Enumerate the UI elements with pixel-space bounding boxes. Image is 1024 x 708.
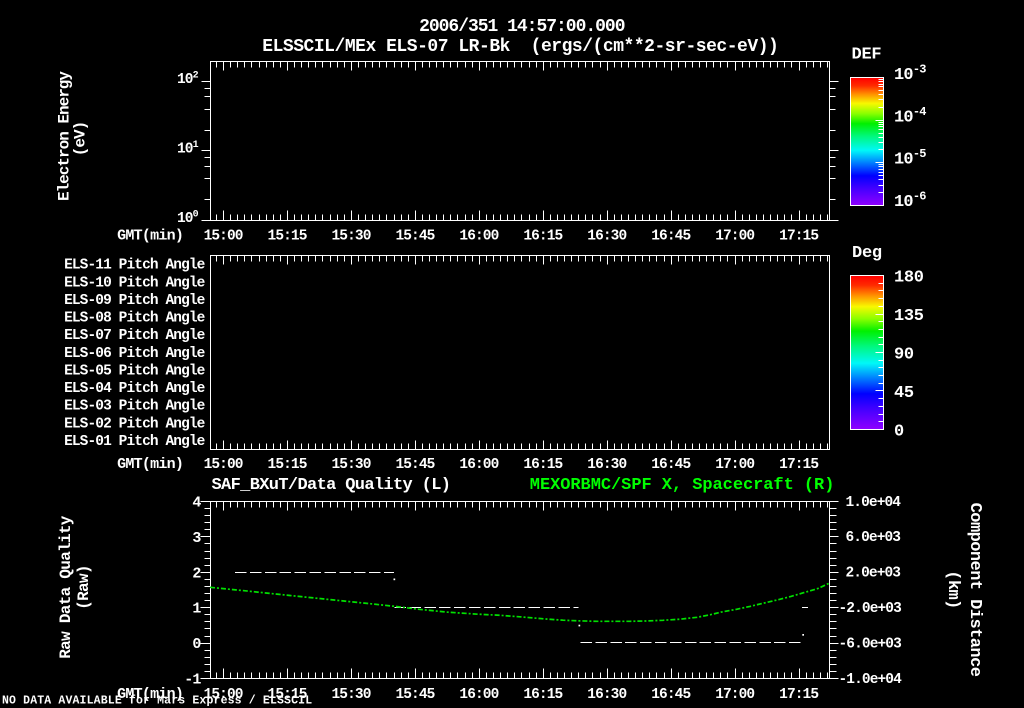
svg-text:Component Distance: Component Distance xyxy=(965,503,984,677)
svg-text:16:15: 16:15 xyxy=(523,457,562,473)
svg-text:SAF_BXuT/Data Quality (L): SAF_BXuT/Data Quality (L) xyxy=(212,476,451,495)
svg-text:15:45: 15:45 xyxy=(395,457,434,473)
svg-text:ELS-03 Pitch Angle: ELS-03 Pitch Angle xyxy=(64,399,205,415)
svg-text:ELS-09 Pitch Angle: ELS-09 Pitch Angle xyxy=(64,293,205,309)
svg-text:17:00: 17:00 xyxy=(715,457,754,473)
svg-text:16:00: 16:00 xyxy=(459,229,498,245)
svg-text:16:15: 16:15 xyxy=(523,229,562,245)
svg-text:(Raw): (Raw) xyxy=(75,565,93,610)
svg-text:16:30: 16:30 xyxy=(587,229,626,245)
svg-text:15:30: 15:30 xyxy=(331,687,370,703)
svg-text:ELS-08 Pitch Angle: ELS-08 Pitch Angle xyxy=(64,311,205,327)
svg-text:17:00: 17:00 xyxy=(715,229,754,245)
svg-text:ELS-11 Pitch Angle: ELS-11 Pitch Angle xyxy=(64,258,205,274)
svg-text:ELS-04 Pitch Angle: ELS-04 Pitch Angle xyxy=(64,381,205,397)
svg-text:-6.0e+03: -6.0e+03 xyxy=(839,636,902,652)
svg-text:15:00: 15:00 xyxy=(204,457,243,473)
svg-text:16:00: 16:00 xyxy=(459,457,498,473)
svg-text:-2.0e+03: -2.0e+03 xyxy=(839,601,902,617)
svg-text:16:00: 16:00 xyxy=(459,687,498,703)
svg-text:-1.0e+04: -1.0e+04 xyxy=(839,672,903,688)
svg-text:16:45: 16:45 xyxy=(651,687,690,703)
svg-text:6.0e+03: 6.0e+03 xyxy=(846,530,901,546)
svg-text:DEF: DEF xyxy=(852,46,882,65)
svg-text:Deg: Deg xyxy=(852,244,882,263)
svg-text:15:30: 15:30 xyxy=(331,457,370,473)
svg-text:1.0e+04: 1.0e+04 xyxy=(846,495,902,511)
svg-text:GMT(min): GMT(min) xyxy=(117,228,183,245)
svg-text:ELSSCIL/MEx ELS-07 LR-Bk (erg: ELSSCIL/MEx ELS-07 LR-Bk (ergs/(cm**2-sr… xyxy=(262,37,778,57)
svg-text:17:00: 17:00 xyxy=(715,687,754,703)
svg-text:ELS-01 Pitch Angle: ELS-01 Pitch Angle xyxy=(64,434,205,450)
svg-text:17:15: 17:15 xyxy=(779,229,818,245)
svg-text:15:15: 15:15 xyxy=(268,687,307,703)
svg-text:GMT(min): GMT(min) xyxy=(117,456,183,473)
svg-text:2006/351 14:57:00.000: 2006/351 14:57:00.000 xyxy=(419,17,625,37)
svg-text:(eV): (eV) xyxy=(72,122,90,156)
svg-text:ELS-02 Pitch Angle: ELS-02 Pitch Angle xyxy=(64,416,205,432)
svg-text:16:45: 16:45 xyxy=(651,229,690,245)
svg-text:135: 135 xyxy=(894,307,924,326)
svg-text:Raw Data Quality: Raw Data Quality xyxy=(57,515,75,659)
svg-text:15:00: 15:00 xyxy=(204,229,243,245)
svg-text:2: 2 xyxy=(192,565,201,582)
svg-text:16:15: 16:15 xyxy=(523,687,562,703)
svg-text:GMT(min): GMT(min) xyxy=(117,686,183,703)
svg-text:17:15: 17:15 xyxy=(779,687,818,703)
svg-text:180: 180 xyxy=(894,268,924,287)
svg-text:15:45: 15:45 xyxy=(395,687,434,703)
svg-text:45: 45 xyxy=(894,384,914,403)
svg-text:16:45: 16:45 xyxy=(651,457,690,473)
svg-text:16:30: 16:30 xyxy=(587,687,626,703)
svg-text:-1: -1 xyxy=(184,672,201,689)
svg-text:17:15: 17:15 xyxy=(779,457,818,473)
svg-text:15:15: 15:15 xyxy=(268,229,307,245)
svg-text:ELS-06 Pitch Angle: ELS-06 Pitch Angle xyxy=(64,346,205,362)
svg-text:4: 4 xyxy=(192,495,201,512)
svg-text:MEXORBMC/SPF X, Spacecraft (R): MEXORBMC/SPF X, Spacecraft (R) xyxy=(530,476,835,495)
svg-text:15:00: 15:00 xyxy=(204,687,243,703)
svg-text:0: 0 xyxy=(192,636,201,653)
svg-text:16:30: 16:30 xyxy=(587,457,626,473)
svg-text:1: 1 xyxy=(192,601,201,618)
svg-text:ELS-07 Pitch Angle: ELS-07 Pitch Angle xyxy=(64,328,205,344)
svg-text:2.0e+03: 2.0e+03 xyxy=(846,566,901,582)
svg-text:15:45: 15:45 xyxy=(395,229,434,245)
svg-text:NO DATA AVAILABLE for Mars Exp: NO DATA AVAILABLE for Mars Express / ELS… xyxy=(2,695,312,708)
svg-text:(km): (km) xyxy=(943,570,962,609)
svg-text:15:15: 15:15 xyxy=(268,457,307,473)
svg-text:Electron Energy: Electron Energy xyxy=(56,71,74,201)
svg-text:ELS-10 Pitch Angle: ELS-10 Pitch Angle xyxy=(64,275,205,291)
svg-text:3: 3 xyxy=(192,530,201,547)
svg-text:15:30: 15:30 xyxy=(331,229,370,245)
svg-text:0: 0 xyxy=(894,422,904,441)
svg-text:ELS-05 Pitch Angle: ELS-05 Pitch Angle xyxy=(64,363,205,379)
svg-text:90: 90 xyxy=(894,345,914,364)
